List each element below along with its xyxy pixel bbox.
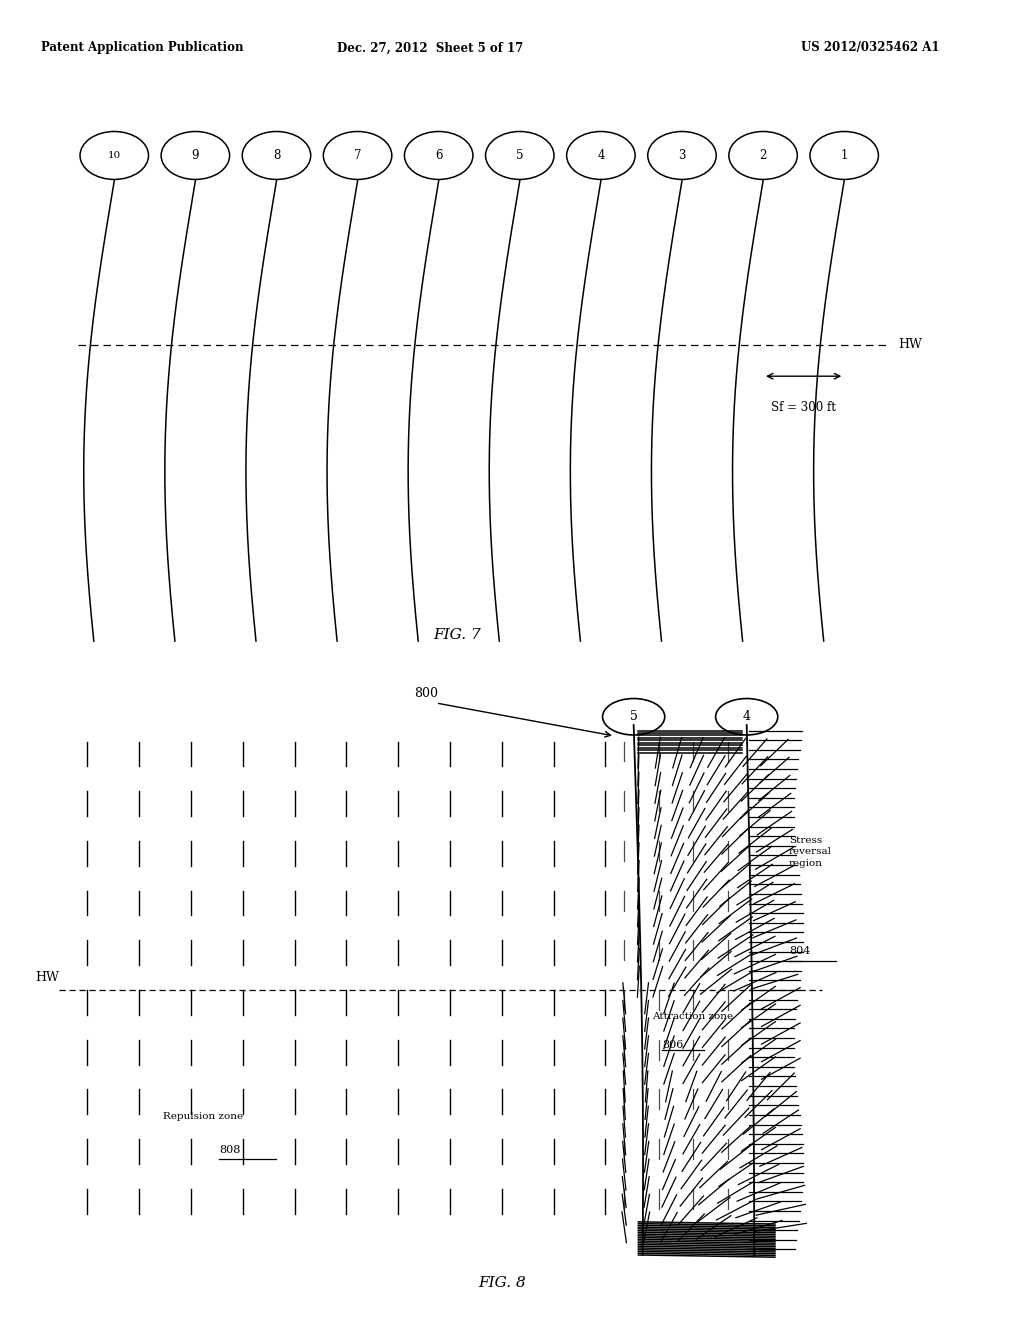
Text: 8: 8 <box>272 149 281 162</box>
Text: Stress
reversal
region: Stress reversal region <box>790 837 833 867</box>
Text: 7: 7 <box>354 149 361 162</box>
Text: 6: 6 <box>435 149 442 162</box>
Text: Dec. 27, 2012  Sheet 5 of 17: Dec. 27, 2012 Sheet 5 of 17 <box>337 41 523 54</box>
Text: 806: 806 <box>662 1040 683 1049</box>
Text: 804: 804 <box>790 946 810 957</box>
Text: Sf = 300 ft: Sf = 300 ft <box>771 401 836 414</box>
Text: HW: HW <box>36 972 59 985</box>
Text: 2: 2 <box>760 149 767 162</box>
Text: 800: 800 <box>415 688 438 701</box>
Text: 4: 4 <box>597 149 604 162</box>
Text: HW: HW <box>898 338 923 351</box>
Text: 5: 5 <box>516 149 523 162</box>
Text: 1: 1 <box>841 149 848 162</box>
Text: US 2012/0325462 A1: US 2012/0325462 A1 <box>801 41 940 54</box>
Text: Patent Application Publication: Patent Application Publication <box>41 41 244 54</box>
Text: FIG. 7: FIG. 7 <box>433 628 480 642</box>
Text: 4: 4 <box>742 710 751 723</box>
Text: Repulsion zone: Repulsion zone <box>163 1113 243 1122</box>
Text: 9: 9 <box>191 149 199 162</box>
Text: Attraction zone: Attraction zone <box>652 1012 733 1022</box>
Text: FIG. 8: FIG. 8 <box>478 1275 525 1290</box>
Text: 5: 5 <box>630 710 638 723</box>
Text: 3: 3 <box>678 149 686 162</box>
Text: 808: 808 <box>219 1144 241 1155</box>
Text: 10: 10 <box>108 150 121 160</box>
